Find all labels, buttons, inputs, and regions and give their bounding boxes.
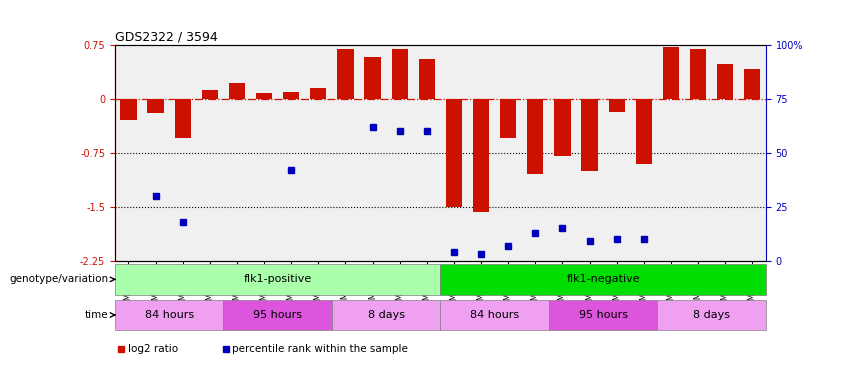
Bar bbox=[608, 99, 625, 112]
Bar bbox=[115, 264, 441, 295]
Text: time: time bbox=[85, 310, 108, 320]
Bar bbox=[446, 99, 462, 207]
Bar bbox=[310, 88, 327, 99]
Text: flk1-positive: flk1-positive bbox=[243, 274, 311, 284]
Text: log2 ratio: log2 ratio bbox=[128, 344, 178, 354]
Text: GDS2322 / 3594: GDS2322 / 3594 bbox=[115, 31, 218, 44]
Bar bbox=[744, 69, 761, 99]
Text: genotype/variation: genotype/variation bbox=[9, 274, 108, 284]
Bar bbox=[229, 83, 245, 99]
Bar bbox=[202, 90, 218, 99]
Text: percentile rank within the sample: percentile rank within the sample bbox=[232, 344, 408, 354]
Bar bbox=[500, 99, 517, 138]
Bar bbox=[174, 99, 191, 138]
Text: 84 hours: 84 hours bbox=[145, 310, 194, 320]
Bar bbox=[581, 99, 597, 171]
Bar bbox=[717, 64, 734, 99]
Bar bbox=[364, 57, 380, 99]
Bar bbox=[441, 264, 766, 295]
Bar bbox=[527, 99, 544, 174]
Bar bbox=[120, 99, 136, 120]
Bar bbox=[283, 92, 300, 99]
Bar bbox=[337, 49, 353, 99]
Bar bbox=[441, 300, 549, 330]
Text: 84 hours: 84 hours bbox=[470, 310, 519, 320]
Text: 95 hours: 95 hours bbox=[579, 310, 628, 320]
Text: 8 days: 8 days bbox=[694, 310, 730, 320]
Bar bbox=[549, 300, 657, 330]
Bar bbox=[332, 300, 441, 330]
Bar bbox=[554, 99, 570, 156]
Text: 8 days: 8 days bbox=[368, 310, 404, 320]
Bar bbox=[391, 49, 408, 99]
Bar bbox=[419, 59, 435, 99]
Bar bbox=[663, 47, 679, 99]
Bar bbox=[690, 49, 706, 99]
Text: flk1-negative: flk1-negative bbox=[566, 274, 640, 284]
Bar bbox=[223, 300, 332, 330]
Bar bbox=[636, 99, 652, 164]
Bar bbox=[473, 99, 489, 212]
Bar bbox=[256, 93, 272, 99]
Text: 95 hours: 95 hours bbox=[253, 310, 302, 320]
Bar bbox=[115, 300, 223, 330]
Bar bbox=[147, 99, 163, 113]
Bar bbox=[657, 300, 766, 330]
